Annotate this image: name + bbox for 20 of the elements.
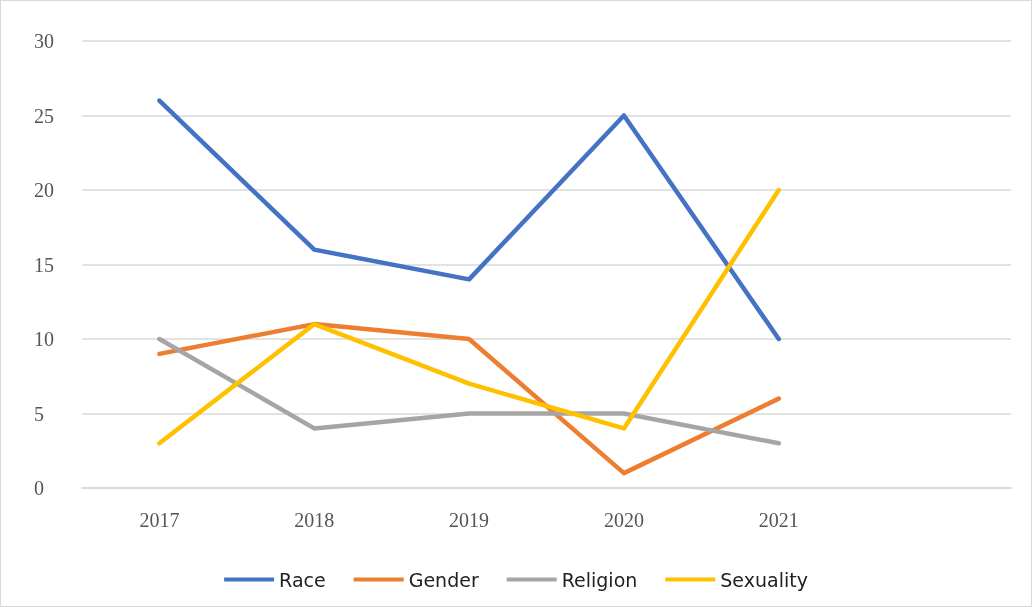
y-tick-label: 10 <box>34 328 54 350</box>
legend-label: Religion <box>561 568 638 591</box>
legend-label: Gender <box>408 568 479 591</box>
x-tick-label: 2019 <box>449 509 490 531</box>
y-tick-label: 25 <box>34 104 54 127</box>
legend-label: Race <box>279 568 326 591</box>
y-tick-label: 0 <box>34 477 44 499</box>
x-tick-label: 2021 <box>758 509 799 531</box>
x-tick-label: 2017 <box>139 509 180 531</box>
y-tick-label: 20 <box>34 179 54 201</box>
y-tick-label: 15 <box>34 253 54 276</box>
legend-label: Sexuality <box>720 568 808 591</box>
y-tick-label: 5 <box>34 402 44 425</box>
line-series <box>157 321 781 476</box>
y-tick-label: 30 <box>34 30 54 52</box>
x-tick-label: 2020 <box>603 509 644 531</box>
line-series <box>157 187 781 446</box>
line-series <box>157 336 781 446</box>
line-series <box>157 98 781 342</box>
x-tick-label: 2018 <box>294 509 335 531</box>
